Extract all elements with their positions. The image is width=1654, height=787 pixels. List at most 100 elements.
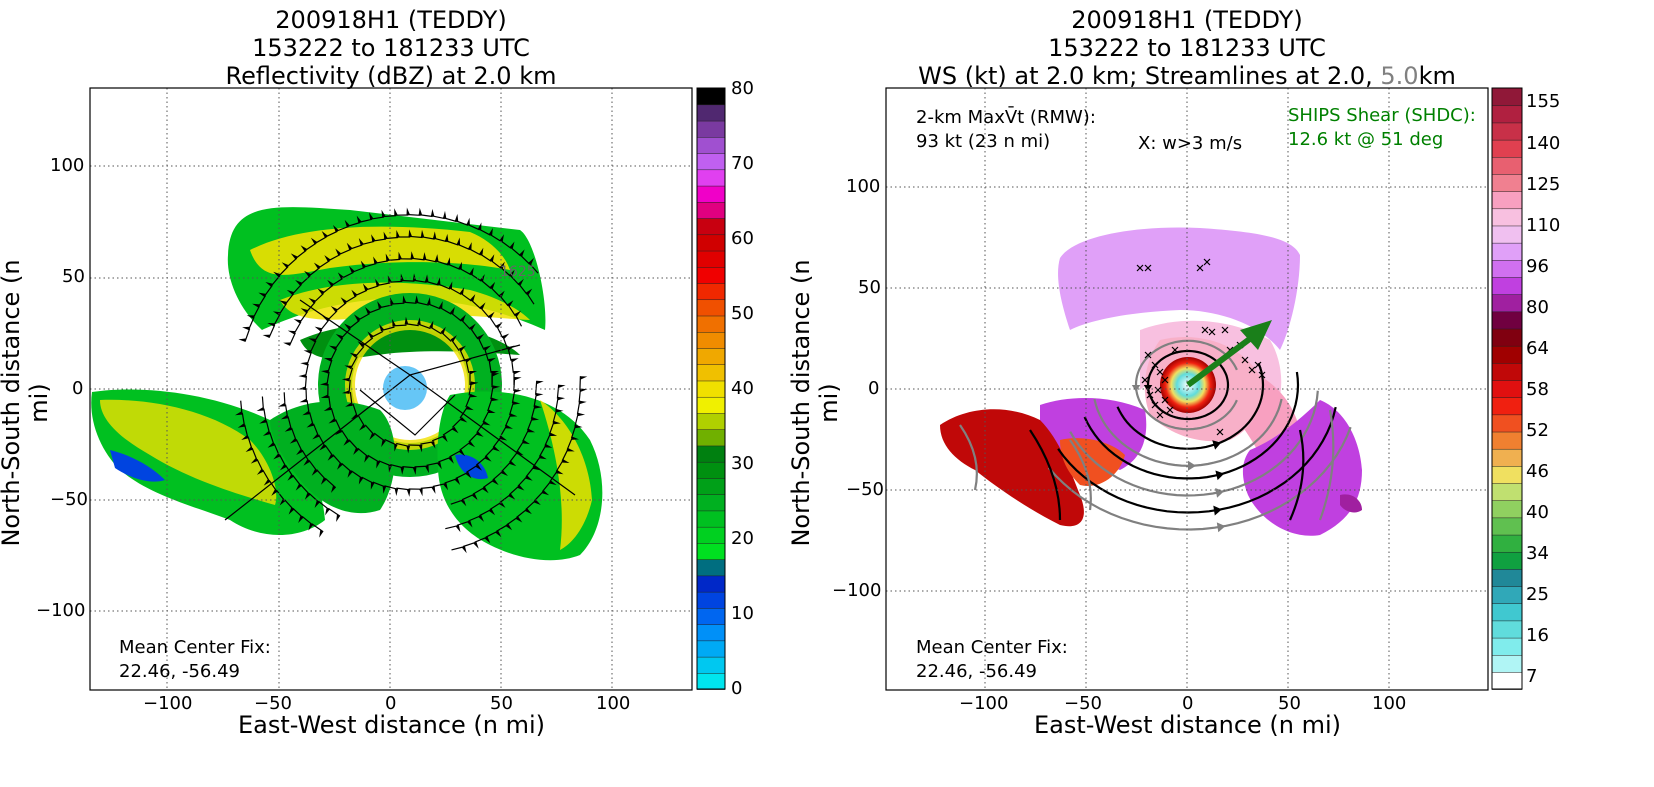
- wind-barb-flag: [491, 397, 499, 402]
- refl-blue-spot: [455, 454, 488, 480]
- left-yaxis-label: North-South distance (n mi): [0, 259, 53, 547]
- wind-barb-flag: [441, 326, 446, 335]
- wind-barb-flag: [514, 389, 522, 393]
- colorbar-cell: [1491, 345, 1523, 364]
- wind-barb-flag: [536, 380, 544, 385]
- right-ytick-2: 50: [858, 277, 881, 298]
- wind-barb-flag: [314, 326, 323, 331]
- wind-barb-shaft: [509, 274, 520, 286]
- right-gridlines: [886, 88, 1488, 690]
- left-xtick-4: 50: [490, 693, 513, 714]
- wind-barb-flag: [448, 457, 454, 464]
- colorbar-cell: [696, 575, 726, 593]
- wind-barb-flag: [458, 450, 466, 457]
- wind-barb-flag: [344, 323, 352, 330]
- wind-barb-flag: [489, 228, 493, 236]
- wind-barb-flag: [278, 402, 285, 407]
- left-cbar-tick-80: 80: [731, 78, 754, 99]
- wind-barb-shaft: [308, 459, 318, 472]
- wind-barb-shaft: [386, 258, 401, 262]
- wind-barb-flag: [300, 362, 308, 366]
- wind-barb-shaft: [561, 447, 569, 462]
- wind-barb-flag: [336, 514, 340, 522]
- wind-barb-flag: [283, 342, 291, 346]
- wind-barb-flag: [526, 288, 533, 296]
- right-colorbar-frame: [1491, 87, 1523, 690]
- right-title-line3-main: WS (kt) at 2.0 km; Streamlines at 2.0,: [918, 62, 1381, 90]
- wind-barb-shaft: [300, 484, 311, 496]
- left-colorbar-frame: [696, 87, 726, 690]
- updraft-cross: [1216, 428, 1224, 436]
- left-title-line3: Reflectivity (dBZ) at 2.0 km: [225, 62, 557, 90]
- updraft-cross: [1196, 264, 1204, 272]
- wind-barb-flag: [265, 282, 273, 287]
- wind-barb-flag: [577, 412, 586, 417]
- updraft-cross: [1221, 326, 1229, 334]
- wind-barb-shaft: [378, 460, 392, 467]
- wind-barb-shaft: [358, 218, 373, 224]
- updraft-cross: [1171, 346, 1179, 354]
- wind-barb-flag: [410, 251, 415, 259]
- wind-barb-flag: [350, 413, 358, 420]
- wind-barb-flag: [356, 215, 362, 223]
- wind-barb-flag: [510, 241, 515, 250]
- wind-barb-flag: [445, 233, 449, 242]
- colorbar-cell: [696, 201, 726, 219]
- wind-barb-shaft: [444, 477, 459, 484]
- maxvt-line2: 93 kt (23 n mi): [916, 131, 1051, 152]
- refl-band-west-blue: [110, 450, 165, 482]
- wind-barb-shaft: [312, 423, 320, 438]
- wind-barb-flag: [443, 210, 447, 219]
- wind-barb-flag: [324, 358, 332, 362]
- wind-barb-flag: [482, 421, 491, 426]
- wind-barb-flag: [488, 509, 496, 516]
- flight-track-2: [299, 299, 521, 376]
- wind-barb-flag: [514, 377, 522, 381]
- left-cbar-tick-70: 70: [731, 153, 754, 174]
- wind-barb-flag: [527, 429, 536, 433]
- wind-barb-shaft: [466, 464, 479, 473]
- wind-barb-shaft: [576, 400, 581, 415]
- colorbar-cell: [696, 623, 726, 642]
- wind-barb-flag: [320, 394, 328, 398]
- wind-barb-shaft: [278, 454, 287, 468]
- wind-barb-shaft: [376, 282, 391, 287]
- wind-barb-flag: [558, 384, 566, 389]
- updraft-cross: [1144, 264, 1152, 272]
- wind-barb-flag: [317, 288, 325, 294]
- colorbar-cell: [696, 282, 726, 301]
- wind-barb-shaft: [509, 401, 515, 416]
- wind-barb-flag: [557, 396, 566, 401]
- colorbar-cell: [696, 526, 726, 544]
- wind-barb-flag: [375, 278, 380, 286]
- wind-barb-flag: [451, 335, 457, 342]
- wind-barb-flag: [539, 455, 547, 460]
- wind-barb-flag: [492, 373, 500, 377]
- wind-barb-flag: [439, 301, 443, 309]
- left-ytick-3: 0: [72, 378, 84, 399]
- wind-barb-flag: [433, 231, 437, 239]
- colorbar-cell: [696, 152, 726, 171]
- right-title-line3-level: 5.0: [1380, 62, 1419, 90]
- wind-barb-shaft: [367, 454, 381, 464]
- wind-barb-flag: [344, 219, 351, 227]
- ws-purple-dark-spot: [1340, 494, 1362, 513]
- wind-barb-flag: [496, 322, 503, 329]
- right-plot-frame: [885, 87, 1489, 691]
- wind-barb-flag: [492, 446, 500, 452]
- colorbar-cell: [696, 331, 726, 349]
- updraft-cross: [1203, 258, 1211, 266]
- updraft-cross: [1136, 264, 1144, 272]
- wind-barb-shaft: [252, 305, 260, 319]
- wind-barb-flag: [322, 315, 330, 321]
- wind-barb-flag: [258, 292, 267, 297]
- wind-barb-flag: [246, 315, 255, 319]
- colorbar-cell: [1491, 396, 1523, 416]
- wind-barb-flag: [331, 485, 336, 493]
- wind-barb-flag: [476, 432, 484, 437]
- wind-barb-shaft: [402, 466, 417, 469]
- wind-barb-flag: [345, 402, 352, 407]
- wind-barb-shaft: [502, 335, 509, 350]
- wind-barb-flag: [451, 427, 459, 434]
- wind-barb-shaft: [304, 363, 309, 378]
